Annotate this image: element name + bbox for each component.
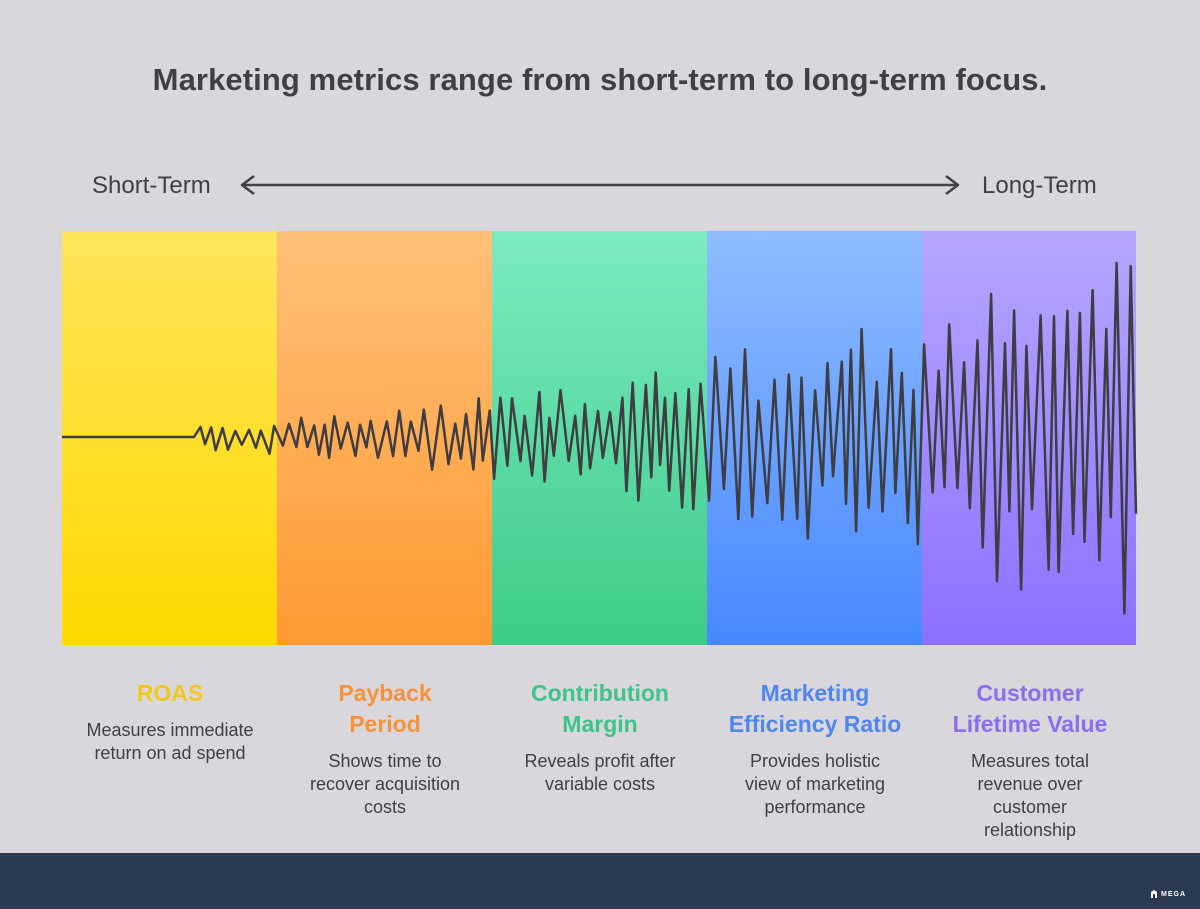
metric-desc-marketing-efficiency-ratio: Provides holistic view of marketing perf… xyxy=(744,751,886,817)
metric-desc-customer-lifetime-value: Measures total revenue over customer rel… xyxy=(970,751,1090,840)
metric-desc-roas: Measures immediate return on ad spend xyxy=(86,720,254,763)
metric-desc-contribution-margin: Reveals profit after variable costs xyxy=(524,751,676,794)
metric-marketing-efficiency-ratio: Marketing Efficiency Ratio Provides holi… xyxy=(707,678,923,819)
metric-title-payback-period: Payback Period xyxy=(338,680,432,737)
mega-logo-icon xyxy=(1151,890,1157,898)
brand-name: MEGA xyxy=(1161,890,1186,898)
metric-roas: ROAS Measures immediate return on ad spe… xyxy=(62,678,278,765)
double-arrow-icon xyxy=(240,175,960,195)
page-title: Marketing metrics range from short-term … xyxy=(152,62,1048,97)
metric-payback-period: Payback Period Shows time to recover acq… xyxy=(277,678,493,819)
metric-title-marketing-efficiency-ratio: Marketing Efficiency Ratio xyxy=(728,680,902,737)
brand-logo: MEGA xyxy=(1150,889,1186,899)
metric-desc-payback-period: Shows time to recover acquisition costs xyxy=(309,751,461,817)
metric-customer-lifetime-value: Customer Lifetime Value Measures total r… xyxy=(922,678,1138,842)
axis-label-short-term: Short-Term xyxy=(92,172,211,199)
metric-title-contribution-margin: Contribution Margin xyxy=(531,680,669,737)
footer-bar: MEGA xyxy=(0,853,1200,909)
metric-title-customer-lifetime-value: Customer Lifetime Value xyxy=(952,680,1108,737)
metric-contribution-margin: Contribution Margin Reveals profit after… xyxy=(492,678,708,796)
metric-title-roas: ROAS xyxy=(136,680,204,706)
axis-label-long-term: Long-Term xyxy=(982,172,1097,199)
